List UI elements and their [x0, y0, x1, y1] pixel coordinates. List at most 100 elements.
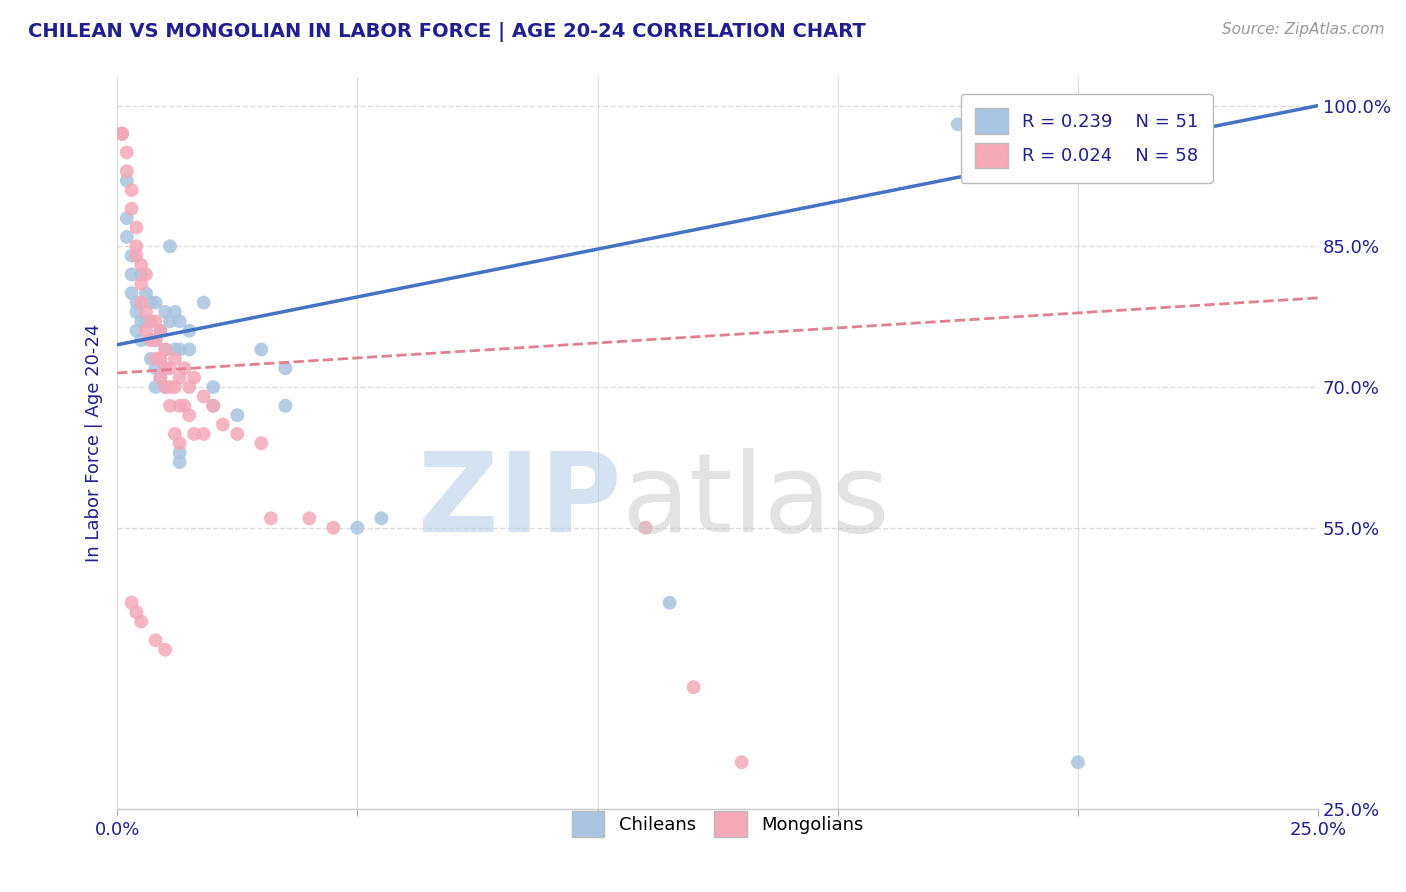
Point [183, 370, 205, 384]
Point [111, 127, 134, 141]
Point [169, 314, 191, 328]
Point [139, 351, 162, 366]
Point [658, 596, 681, 610]
Point [145, 380, 167, 394]
Point [169, 370, 191, 384]
Point [731, 756, 754, 770]
Point [179, 324, 201, 338]
Point [121, 183, 143, 197]
Text: ZIP: ZIP [418, 449, 621, 556]
Point [159, 380, 181, 394]
Point [193, 295, 215, 310]
Point [163, 426, 186, 441]
Point [135, 268, 157, 282]
Point [145, 633, 167, 648]
Point [125, 305, 148, 319]
Point [179, 380, 201, 394]
Point [115, 211, 138, 226]
Point [149, 324, 172, 338]
Point [125, 605, 148, 619]
Point [149, 351, 172, 366]
Point [135, 286, 157, 301]
Point [163, 305, 186, 319]
Point [145, 361, 167, 376]
Point [155, 380, 177, 394]
Point [145, 333, 167, 347]
Point [159, 239, 181, 253]
Point [129, 314, 152, 328]
Point [260, 511, 283, 525]
Point [139, 314, 162, 328]
Point [121, 268, 143, 282]
Point [125, 324, 148, 338]
Point [173, 361, 195, 376]
Point [135, 324, 157, 338]
Point [169, 343, 191, 357]
Point [946, 117, 969, 131]
Point [125, 295, 148, 310]
Point [169, 455, 191, 469]
Point [149, 370, 172, 384]
Point [115, 173, 138, 187]
Point [159, 314, 181, 328]
Point [169, 445, 191, 459]
Point [159, 361, 181, 376]
Point [135, 305, 157, 319]
Point [111, 127, 134, 141]
Point [163, 351, 186, 366]
Point [121, 249, 143, 263]
Text: atlas: atlas [621, 449, 890, 556]
Point [129, 295, 152, 310]
Point [155, 642, 177, 657]
Point [202, 399, 225, 413]
Point [179, 343, 201, 357]
Point [129, 268, 152, 282]
Point [115, 145, 138, 160]
Point [250, 343, 273, 357]
Point [212, 417, 235, 432]
Text: Source: ZipAtlas.com: Source: ZipAtlas.com [1222, 22, 1385, 37]
Point [193, 389, 215, 403]
Point [149, 351, 172, 366]
Point [155, 343, 177, 357]
Point [298, 511, 321, 525]
Point [202, 399, 225, 413]
Point [250, 436, 273, 450]
Point [346, 521, 368, 535]
Point [139, 295, 162, 310]
Point [149, 370, 172, 384]
Point [129, 277, 152, 291]
Point [145, 314, 167, 328]
Point [121, 202, 143, 216]
Point [163, 343, 186, 357]
Point [145, 333, 167, 347]
Point [202, 380, 225, 394]
Point [139, 333, 162, 347]
Point [155, 305, 177, 319]
Point [1067, 756, 1090, 770]
Point [155, 343, 177, 357]
Point [135, 314, 157, 328]
Point [129, 258, 152, 272]
Point [634, 521, 657, 535]
Point [163, 380, 186, 394]
Point [226, 426, 249, 441]
Point [111, 127, 134, 141]
Point [322, 521, 344, 535]
Point [125, 220, 148, 235]
Point [121, 286, 143, 301]
Point [155, 380, 177, 394]
Point [183, 426, 205, 441]
Point [145, 351, 167, 366]
Point [169, 436, 191, 450]
Point [169, 399, 191, 413]
Point [179, 408, 201, 422]
Point [274, 361, 297, 376]
Point [682, 680, 704, 694]
Point [155, 361, 177, 376]
Point [159, 399, 181, 413]
Point [145, 295, 167, 310]
Point [129, 615, 152, 629]
Point [125, 239, 148, 253]
Point [370, 511, 392, 525]
